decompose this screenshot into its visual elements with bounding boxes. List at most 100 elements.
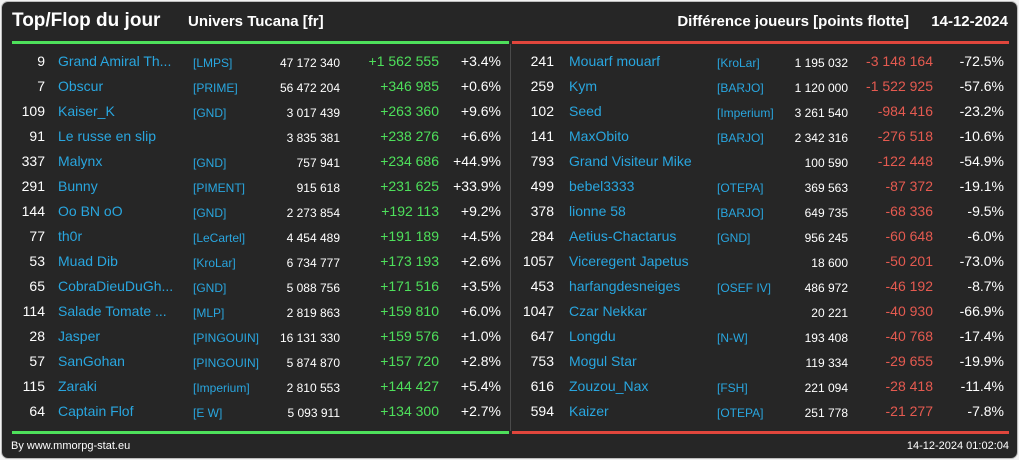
- player-name-link[interactable]: SanGohan: [58, 353, 125, 369]
- player-rank: 594: [530, 403, 554, 419]
- alliance-tag-link[interactable]: [BARJO]: [717, 81, 764, 95]
- player-name-link[interactable]: Kym: [569, 78, 597, 94]
- percent-change: +2.8%: [460, 353, 501, 369]
- player-points: 16 131 330: [279, 331, 340, 345]
- player-name-link[interactable]: Longdu: [569, 328, 616, 344]
- player-name-link[interactable]: th0r: [58, 228, 83, 244]
- player-rank: 453: [530, 278, 554, 294]
- player-name-link[interactable]: Malynx: [58, 153, 103, 169]
- top-player-row: 144 Oo BN oO [GND] 2 273 854 +192 113 +9.2%: [9, 199, 509, 224]
- top-player-row: 53 Muad Dib [KroLar] 6 734 777 +173 193 +2.6%: [9, 249, 509, 274]
- player-name-link[interactable]: Bunny: [58, 178, 98, 194]
- player-points: 649 735: [804, 206, 848, 220]
- alliance-tag-link[interactable]: [PIMENT]: [193, 181, 246, 195]
- flop-player-row: 793 Grand Visiteur Mike 100 590 -122 448 -54…: [512, 149, 1012, 174]
- player-name-link[interactable]: harfangdesneiges: [569, 278, 681, 294]
- player-points: 251 778: [804, 406, 848, 420]
- player-points: 193 408: [804, 331, 848, 345]
- player-name-link[interactable]: Grand Amiral Th...: [58, 53, 172, 69]
- player-name-link[interactable]: Oo BN oO: [58, 203, 123, 219]
- player-name-link[interactable]: Zouzou_Nax: [569, 378, 649, 394]
- player-name-link[interactable]: lionne 58: [569, 203, 626, 219]
- percent-change: -10.6%: [959, 128, 1004, 144]
- points-difference: +134 300: [380, 403, 439, 419]
- player-rank: 647: [530, 328, 554, 344]
- alliance-tag-link[interactable]: [LMPS]: [193, 56, 233, 70]
- player-name-link[interactable]: Seed: [569, 103, 602, 119]
- player-points: 369 563: [804, 181, 848, 195]
- bottom-divider-red: [512, 431, 1009, 434]
- player-name-link[interactable]: Czar Nekkar: [569, 303, 647, 319]
- player-points: 3 017 439: [286, 106, 340, 120]
- player-name-link[interactable]: bebel3333: [569, 178, 635, 194]
- points-difference: +144 427: [380, 378, 439, 394]
- alliance-tag-link[interactable]: [LeCartel]: [193, 231, 246, 245]
- flop-players-list: 241 Mouarf mouarf [KroLar] 1 195 032 -3 148 …: [512, 49, 1012, 424]
- percent-change: -8.7%: [967, 278, 1004, 294]
- player-points: 2 342 316: [794, 131, 848, 145]
- points-difference: +171 516: [380, 278, 439, 294]
- flop-player-row: 453 harfangdesneiges [OSEF IV] 486 972 -46 1…: [512, 274, 1012, 299]
- alliance-tag-link[interactable]: [GND]: [193, 281, 227, 295]
- percent-change: -72.5%: [959, 53, 1004, 69]
- player-name-link[interactable]: Mouarf mouarf: [569, 53, 661, 69]
- player-name-link[interactable]: Viceregent Japetus: [569, 253, 689, 269]
- alliance-tag-link[interactable]: [Imperium]: [193, 381, 250, 395]
- alliance-tag-link[interactable]: [OTEPA]: [717, 406, 764, 420]
- player-rank: 65: [29, 278, 45, 294]
- player-name-link[interactable]: Salade Tomate ...: [58, 303, 167, 319]
- player-name-link[interactable]: Muad Dib: [58, 253, 118, 269]
- alliance-tag-link[interactable]: [KroLar]: [717, 56, 760, 70]
- points-difference: -60 648: [885, 228, 933, 244]
- alliance-tag-link[interactable]: [GND]: [193, 106, 227, 120]
- points-difference: -50 201: [885, 253, 933, 269]
- alliance-tag-link[interactable]: [PINGOUIN]: [193, 356, 260, 370]
- alliance-tag-link[interactable]: [KroLar]: [193, 256, 236, 270]
- top-player-row: 115 Zaraki [Imperium] 2 810 553 +144 427 +5.4…: [9, 374, 509, 399]
- alliance-tag-link[interactable]: [OSEF IV]: [717, 281, 772, 295]
- player-points: 915 618: [296, 181, 340, 195]
- player-name-link[interactable]: Mogul Star: [569, 353, 637, 369]
- alliance-tag-link[interactable]: [BARJO]: [717, 206, 764, 220]
- player-rank: 9: [37, 53, 45, 69]
- percent-change: -57.6%: [959, 78, 1004, 94]
- points-difference: -1 522 925: [866, 78, 933, 94]
- player-name-link[interactable]: Zaraki: [58, 378, 97, 394]
- alliance-tag-link[interactable]: [GND]: [717, 231, 751, 245]
- alliance-tag-link[interactable]: [FSH]: [717, 381, 748, 395]
- player-points: 2 273 854: [286, 206, 340, 220]
- player-name-link[interactable]: Kaiser_K: [58, 103, 115, 119]
- player-name-link[interactable]: Grand Visiteur Mike: [569, 153, 692, 169]
- player-points: 486 972: [804, 281, 848, 295]
- player-name-link[interactable]: Kaizer: [569, 403, 609, 419]
- player-name-link[interactable]: Le russe en slip: [58, 128, 157, 144]
- player-name-link[interactable]: CobraDieuDuGh...: [58, 278, 174, 294]
- alliance-tag-link[interactable]: [PINGOUIN]: [193, 331, 260, 345]
- alliance-tag-link[interactable]: [PRIME]: [193, 81, 238, 95]
- player-name-link[interactable]: Captain Flof: [58, 403, 134, 419]
- points-difference: -21 277: [885, 403, 933, 419]
- alliance-tag-link[interactable]: [GND]: [193, 206, 227, 220]
- flop-player-row: 102 Seed [Imperium] 3 261 540 -984 416 -23.2%: [512, 99, 1012, 124]
- player-name-link[interactable]: Aetius-Chactarus: [569, 228, 677, 244]
- alliance-tag-link[interactable]: [Imperium]: [717, 106, 774, 120]
- alliance-tag-link[interactable]: [MLP]: [193, 306, 225, 320]
- top-divider-red: [512, 41, 1009, 44]
- alliance-tag-link[interactable]: [BARJO]: [717, 131, 764, 145]
- player-rank: 378: [530, 203, 554, 219]
- player-points: 3 835 381: [286, 131, 340, 145]
- alliance-tag-link[interactable]: [GND]: [193, 156, 227, 170]
- player-rank: 1047: [522, 303, 554, 319]
- player-rank: 114: [22, 303, 45, 319]
- percent-change: -54.9%: [959, 153, 1004, 169]
- alliance-tag-link[interactable]: [E W]: [193, 406, 223, 420]
- player-points: 3 261 540: [794, 106, 848, 120]
- points-difference: +1 562 555: [368, 53, 439, 69]
- player-rank: 1057: [522, 253, 554, 269]
- alliance-tag-link[interactable]: [N-W]: [717, 331, 748, 345]
- player-name-link[interactable]: Jasper: [58, 328, 101, 344]
- alliance-tag-link[interactable]: [OTEPA]: [717, 181, 764, 195]
- player-name-link[interactable]: Obscur: [58, 78, 104, 94]
- player-name-link[interactable]: MaxObito: [569, 128, 629, 144]
